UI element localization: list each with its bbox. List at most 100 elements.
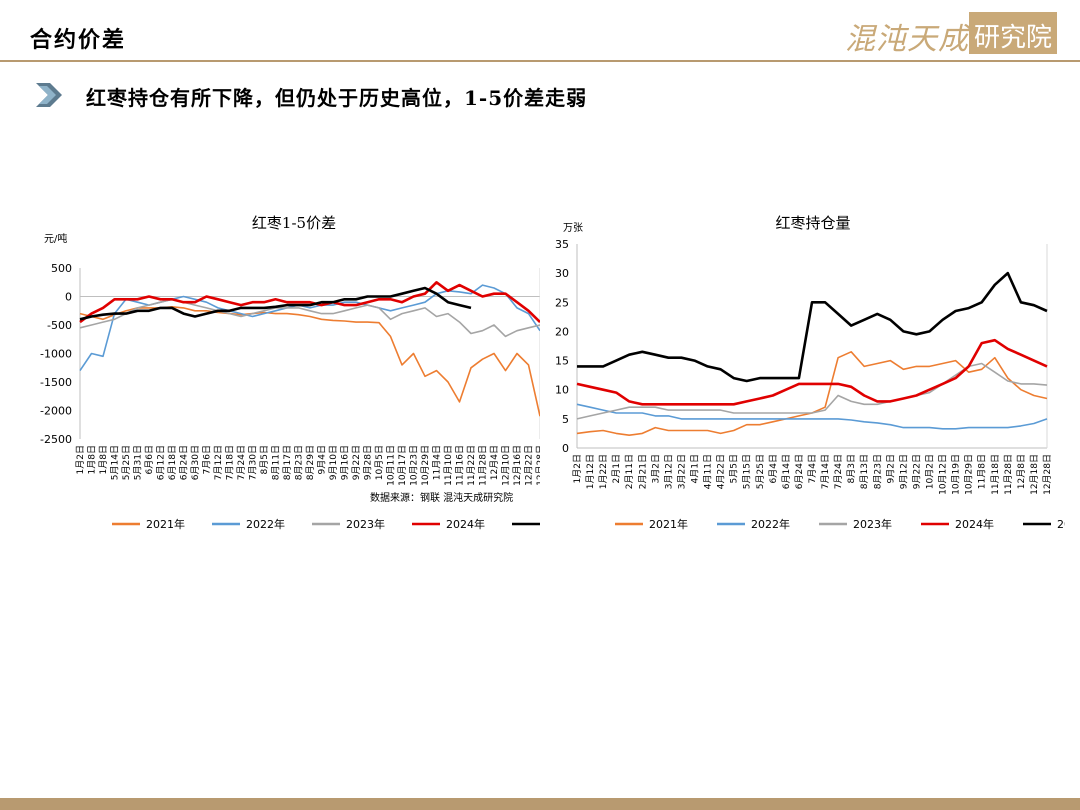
- page-title: 合约价差: [30, 27, 127, 53]
- y-tick-label: 35: [555, 238, 569, 251]
- y-tick-label: 0: [562, 442, 569, 455]
- x-tick-label: 1月8日: [87, 445, 98, 474]
- x-tick-label: 10月23日: [409, 445, 420, 486]
- x-tick-label: 7月6日: [202, 445, 213, 474]
- x-tick-label: 12月18日: [1029, 454, 1040, 495]
- x-tick-label: 11月22日: [466, 445, 477, 486]
- y-ticks: 500 0 -500 -1000 -1500 -2000 -2500: [40, 262, 72, 446]
- x-tick-label: 6月30日: [190, 445, 201, 480]
- spread-chart: 红枣1-5价差 元/吨 500 0 -500 -1000 -1500 -2000 -2500…: [40, 214, 540, 531]
- y-tick-label: -500: [47, 319, 72, 332]
- y-tick-label: 15: [555, 355, 569, 368]
- x-tick-label: 3月12日: [663, 454, 674, 489]
- x-tick-label: 2月1日: [611, 454, 622, 483]
- x-tick-label: 7月14日: [820, 454, 831, 489]
- axis-frame: [576, 244, 1048, 449]
- x-tick-label: 7月30日: [248, 445, 259, 480]
- x-tick-label: 11月10日: [443, 445, 454, 486]
- chart-title: 红枣持仓量: [775, 214, 850, 232]
- y-tick-label: 20: [555, 325, 569, 338]
- x-tick-label: 8月23日: [872, 454, 883, 489]
- x-tick-label: 3月22日: [676, 454, 687, 489]
- x-tick-label: 7月4日: [807, 454, 818, 483]
- y-tick-label: -2000: [40, 405, 72, 418]
- x-tick-label: 5月31日: [133, 445, 144, 480]
- series-line: [576, 338, 1048, 406]
- x-tick-label: 5月25日: [755, 454, 766, 489]
- x-tick-label: 9月16日: [340, 445, 351, 480]
- x-tick-label: 12月4日: [489, 445, 500, 480]
- x-tick-label: 12月28日: [535, 445, 540, 486]
- x-tick-label: 10月17日: [397, 445, 408, 486]
- x-tick-label: 11月18日: [990, 454, 1001, 495]
- axis-frame: [79, 268, 540, 439]
- series-lines: [79, 281, 540, 417]
- x-tick-label: 1月2日: [75, 445, 86, 474]
- x-tick-label: 8月3日: [846, 454, 857, 483]
- logo-box-text: 研究院: [973, 23, 1052, 53]
- x-ticks: 1月2日 1月8日 1月8日 5月14日 5月25日 5月31日 6月6日 6月12日 6月18…: [75, 445, 540, 486]
- x-tick-label: 11月4日: [432, 445, 443, 480]
- legend-label: 2023年: [346, 517, 385, 531]
- x-tick-label: 8月29日: [305, 445, 316, 480]
- x-tick-label: 10月29日: [964, 454, 975, 495]
- series-line: [79, 284, 540, 372]
- x-tick-label: 5月25日: [121, 445, 132, 480]
- x-tick-label: 7月12日: [213, 445, 224, 480]
- x-tick-label: 10月2日: [925, 454, 936, 489]
- series-line: [577, 271, 1048, 383]
- brand-logo: 混沌天成 研究院: [845, 12, 1057, 57]
- x-tick-label: 10月12日: [938, 454, 949, 495]
- x-tick-label: 11月28日: [1003, 454, 1014, 495]
- y-tick-label: 5: [562, 413, 569, 426]
- x-tick-label: 5月5日: [729, 454, 740, 483]
- logo-box: 研究院: [969, 12, 1057, 54]
- x-tick-label: 4月1日: [690, 454, 701, 483]
- x-tick-label: 8月23日: [294, 445, 305, 480]
- x-tick-label: 7月18日: [225, 445, 236, 480]
- x-tick-label: 12月8日: [1016, 454, 1027, 489]
- legend: 2021年2022年2023年2024年2025年: [615, 517, 1065, 531]
- legend-label: 2022年: [246, 517, 285, 531]
- x-tick-label: 6月24日: [794, 454, 805, 489]
- y-tick-label: -1000: [40, 348, 72, 361]
- y-axis-label: 万张: [563, 222, 583, 234]
- x-tick-label: 9月10日: [328, 445, 339, 480]
- x-tick-label: 9月28日: [363, 445, 374, 480]
- legend-label: 2021年: [649, 517, 688, 531]
- x-tick-label: 8月11日: [271, 445, 282, 480]
- y-tick-label: 10: [555, 384, 569, 397]
- x-tick-label: 11月28日: [478, 445, 489, 486]
- x-tick-label: 6月12日: [156, 445, 167, 480]
- x-tick-label: 2月11日: [624, 454, 635, 489]
- x-tick-label: 8月17日: [282, 445, 293, 480]
- x-tick-label: 1月2日: [572, 454, 583, 483]
- chevron-right-icon: [36, 83, 62, 107]
- x-tick-label: 9月22日: [351, 445, 362, 480]
- y-tick-label: 30: [555, 267, 569, 280]
- y-tick-label: 500: [51, 262, 72, 275]
- x-tick-label: 11月16日: [455, 445, 466, 486]
- legend-label: 2022年: [751, 517, 790, 531]
- legend-label: 2021年: [146, 517, 185, 531]
- x-tick-label: 3月2日: [650, 454, 661, 483]
- x-tick-label: 1月8日: [98, 445, 109, 474]
- x-tick-label: 5月15日: [742, 454, 753, 489]
- series-line: [79, 298, 540, 338]
- x-tick-label: 2月21日: [637, 454, 648, 489]
- x-tick-label: 9月22日: [911, 454, 922, 489]
- series-line: [576, 403, 1048, 430]
- x-ticks: 1月2日 1月12日 1月22日 2月1日 2月11日 2月21日 3月2日 3月12日 3月2…: [572, 454, 1053, 495]
- series-line: [576, 362, 1048, 420]
- x-tick-label: 11月8日: [977, 454, 988, 489]
- legend: 2021年2022年2023年2024年2025年: [112, 517, 540, 531]
- x-tick-label: 6月6日: [144, 445, 155, 474]
- chart-title: 红枣1-5价差: [252, 214, 336, 232]
- x-tick-label: 7月24日: [833, 454, 844, 489]
- series-line: [79, 306, 540, 417]
- slide-subtitle: 红枣持仓有所下降，但仍处于历史高位，1-5价差走弱: [86, 86, 588, 110]
- x-tick-label: 10月11日: [386, 445, 397, 486]
- x-tick-label: 9月12日: [898, 454, 909, 489]
- x-tick-label: 4月11日: [703, 454, 714, 489]
- x-tick-label: 9月4日: [317, 445, 328, 474]
